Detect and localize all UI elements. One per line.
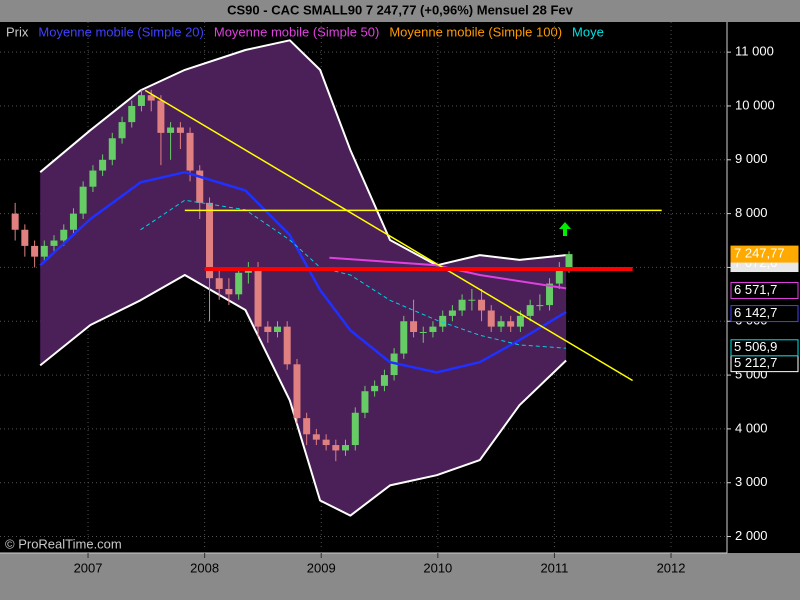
- band-fill: [40, 40, 567, 516]
- candle-body: [215, 278, 223, 289]
- candle-body: [69, 213, 77, 230]
- price-label: 7 247,77: [734, 246, 785, 261]
- candle-body: [536, 305, 544, 307]
- candle-body: [332, 445, 340, 451]
- candle-body: [196, 170, 204, 203]
- candle-body: [31, 245, 39, 257]
- candle-body: [264, 326, 272, 333]
- price-label: 6 142,7: [734, 305, 777, 320]
- moving-average: [140, 199, 567, 349]
- legend-entry: Moye: [572, 24, 604, 39]
- candle-body: [40, 245, 48, 257]
- candle-body: [225, 288, 233, 295]
- candle-body: [351, 412, 359, 446]
- candle-body: [147, 95, 155, 101]
- candle-body: [60, 229, 68, 241]
- y-tick-label: 10 000: [735, 97, 775, 112]
- band-upper: [39, 39, 567, 267]
- up-arrow-icon: [559, 222, 571, 236]
- legend-entry: Moyenne mobile (Simple 100): [389, 24, 562, 39]
- legend-entry: Prix: [6, 24, 29, 39]
- candle-body: [79, 186, 87, 214]
- chart-title: CS90 - CAC SMALL90 7 247,77 (+0,96%) Men…: [227, 2, 573, 17]
- candle-body: [274, 326, 282, 333]
- price-label-box: [730, 305, 799, 323]
- candle-body: [516, 315, 524, 327]
- candle-body: [176, 127, 184, 133]
- candle-body: [439, 315, 447, 327]
- candle-body: [206, 202, 214, 279]
- band-lower: [39, 274, 567, 517]
- candle-body: [128, 105, 136, 123]
- x-tick-label: 2012: [657, 560, 686, 575]
- candle-body: [235, 272, 243, 295]
- y-tick-label: 11 000: [735, 44, 774, 59]
- x-tick-label: 2007: [74, 560, 103, 575]
- price-label: 5 212,7: [734, 355, 777, 370]
- candle-body: [400, 321, 408, 354]
- candle-body: [468, 299, 476, 301]
- candle-body: [50, 240, 58, 246]
- x-tick-label: 2011: [540, 560, 568, 575]
- title-bar: [0, 0, 800, 22]
- candle-body: [99, 159, 107, 171]
- candle-body: [497, 321, 505, 327]
- x-tick-label: 2010: [423, 560, 452, 575]
- candle-body: [478, 299, 486, 311]
- candle-body: [419, 332, 427, 334]
- candle-body: [526, 305, 534, 316]
- candle-body: [254, 267, 262, 327]
- candle-body: [487, 310, 495, 327]
- candle-body: [458, 299, 466, 311]
- candle-body: [429, 326, 437, 333]
- y-tick-label: 9 000: [735, 151, 768, 166]
- candle-body: [167, 127, 175, 133]
- candle-body: [108, 138, 116, 160]
- candle-body: [137, 95, 145, 106]
- candle-body: [11, 213, 19, 230]
- x-axis-bar: [0, 553, 800, 600]
- candle-body: [341, 445, 349, 451]
- candle-body: [448, 310, 456, 316]
- plot-area: [11, 39, 662, 517]
- y-tick-label: 2 000: [735, 528, 768, 543]
- price-label: 5 506,9: [734, 339, 777, 354]
- candle-body: [410, 321, 418, 333]
- candle-body: [555, 267, 563, 284]
- x-tick-label: 2008: [190, 560, 219, 575]
- price-label-box: [730, 245, 799, 263]
- trendline: [144, 89, 633, 382]
- footer: © ProRealTime.com: [5, 536, 122, 551]
- candle-body: [118, 122, 126, 139]
- candle-body: [89, 170, 97, 187]
- x-tick-label: 2009: [307, 560, 336, 575]
- candle-body: [507, 321, 515, 327]
- candle-body: [361, 391, 369, 413]
- candle-body: [565, 254, 573, 268]
- candle-body: [322, 439, 330, 446]
- candle-body: [312, 434, 320, 440]
- candle-body: [380, 375, 388, 386]
- price-label-box: [730, 281, 799, 299]
- candle-body: [157, 100, 165, 133]
- legend-entry: Moyenne mobile (Simple 50): [214, 24, 379, 39]
- legend-entry: Moyenne mobile (Simple 20): [38, 24, 203, 39]
- candle-body: [293, 364, 301, 419]
- y-tick-label: 3 000: [735, 474, 768, 489]
- price-label: 6 571,7: [734, 282, 777, 297]
- candle-body: [186, 132, 194, 171]
- y-tick-label: 4 000: [735, 420, 768, 435]
- y-tick-label: 8 000: [735, 205, 768, 220]
- candle-body: [371, 385, 379, 392]
- candle-body: [21, 229, 29, 246]
- moving-average: [39, 170, 567, 374]
- candle-body: [546, 283, 554, 306]
- candle-body: [283, 326, 291, 365]
- candle-body: [303, 418, 311, 435]
- price-label-box: [730, 339, 799, 357]
